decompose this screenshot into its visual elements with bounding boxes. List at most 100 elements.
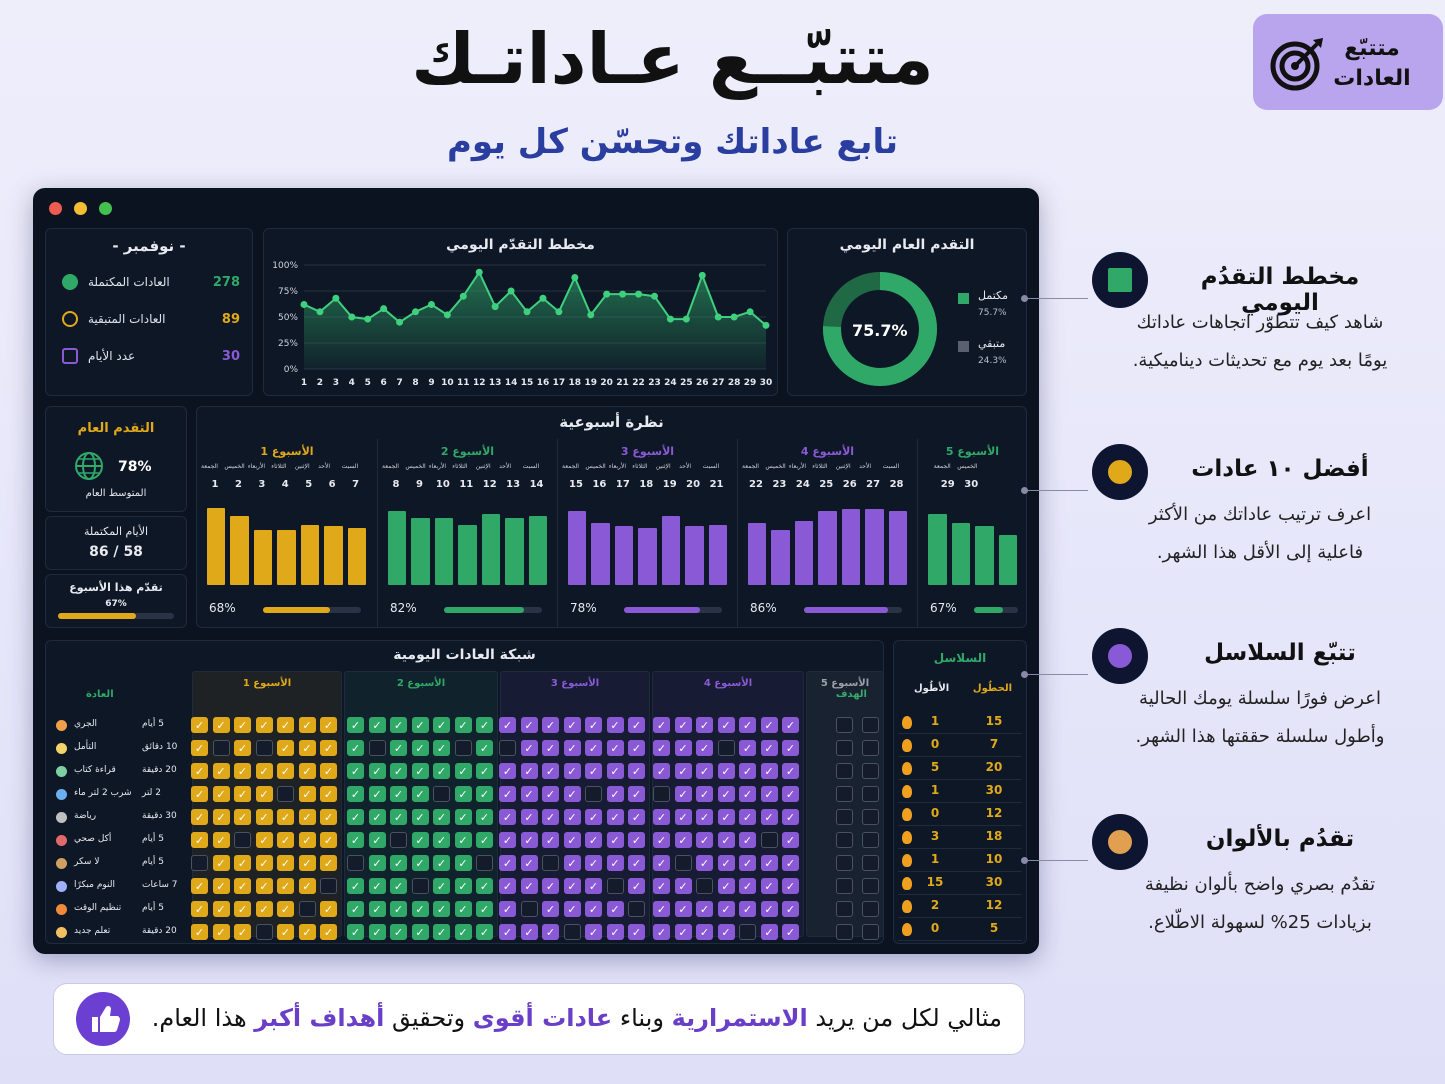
habit-2-day-15-checkbox[interactable]: ✓ xyxy=(628,763,645,779)
habit-7-day-3-checkbox[interactable]: ✓ xyxy=(277,878,294,894)
habit-5-day-27-checkbox[interactable]: ✓ xyxy=(674,832,692,848)
habit-7-day-11-checkbox[interactable] xyxy=(411,878,429,894)
habit-1-day-30-checkbox[interactable] xyxy=(836,740,853,756)
habit-2-day-24-checkbox[interactable]: ✓ xyxy=(739,763,756,779)
habit-7-day-5-checkbox[interactable]: ✓ xyxy=(234,878,251,894)
habit-1-day-26-checkbox[interactable]: ✓ xyxy=(696,740,713,756)
habit-1-day-22-checkbox[interactable]: ✓ xyxy=(782,740,799,756)
habit-1-day-21-checkbox[interactable] xyxy=(499,740,516,756)
habit-6-day-28-checkbox[interactable]: ✓ xyxy=(653,855,670,871)
habit-2-day-3-checkbox[interactable]: ✓ xyxy=(277,763,294,779)
habit-0-day-1-checkbox[interactable]: ✓ xyxy=(320,717,337,733)
habit-5-day-19-checkbox[interactable]: ✓ xyxy=(542,832,559,848)
habit-5-day-1-checkbox[interactable]: ✓ xyxy=(320,832,337,848)
habit-0-day-27-checkbox[interactable]: ✓ xyxy=(674,717,692,733)
habit-7-day-23-checkbox[interactable]: ✓ xyxy=(760,878,778,894)
habit-6-day-27-checkbox[interactable] xyxy=(674,855,692,871)
habit-5-day-12-checkbox[interactable] xyxy=(390,832,407,848)
habit-1-day-16-checkbox[interactable]: ✓ xyxy=(606,740,624,756)
habit-9-day-8-checkbox[interactable]: ✓ xyxy=(476,924,493,940)
habit-1-day-8-checkbox[interactable]: ✓ xyxy=(476,740,493,756)
habit-3-day-13-checkbox[interactable]: ✓ xyxy=(368,786,386,802)
habit-3-day-27-checkbox[interactable]: ✓ xyxy=(674,786,692,802)
habit-4-day-15-checkbox[interactable]: ✓ xyxy=(628,809,645,825)
habit-0-day-11-checkbox[interactable]: ✓ xyxy=(411,717,429,733)
habit-3-day-15-checkbox[interactable]: ✓ xyxy=(628,786,645,802)
habit-0-day-8-checkbox[interactable]: ✓ xyxy=(476,717,493,733)
habit-4-day-20-checkbox[interactable]: ✓ xyxy=(520,809,538,825)
habit-5-day-13-checkbox[interactable]: ✓ xyxy=(368,832,386,848)
habit-3-day-21-checkbox[interactable]: ✓ xyxy=(499,786,516,802)
habit-8-day-7-checkbox[interactable]: ✓ xyxy=(191,901,208,917)
habit-9-day-19-checkbox[interactable]: ✓ xyxy=(542,924,559,940)
habit-0-day-22-checkbox[interactable]: ✓ xyxy=(782,717,799,733)
habit-1-day-25-checkbox[interactable] xyxy=(717,740,735,756)
habit-7-day-27-checkbox[interactable]: ✓ xyxy=(674,878,692,894)
habit-8-day-6-checkbox[interactable]: ✓ xyxy=(212,901,230,917)
habit-1-day-18-checkbox[interactable]: ✓ xyxy=(563,740,581,756)
habit-7-day-13-checkbox[interactable]: ✓ xyxy=(368,878,386,894)
habit-3-day-11-checkbox[interactable]: ✓ xyxy=(411,786,429,802)
habit-1-day-24-checkbox[interactable]: ✓ xyxy=(739,740,756,756)
habit-7-day-20-checkbox[interactable]: ✓ xyxy=(520,878,538,894)
habit-7-day-21-checkbox[interactable]: ✓ xyxy=(499,878,516,894)
habit-5-day-5-checkbox[interactable] xyxy=(234,832,251,848)
habit-5-day-26-checkbox[interactable]: ✓ xyxy=(696,832,713,848)
habit-8-day-26-checkbox[interactable]: ✓ xyxy=(696,901,713,917)
habit-7-day-29-checkbox[interactable] xyxy=(862,878,879,894)
habit-1-day-2-checkbox[interactable]: ✓ xyxy=(298,740,316,756)
habit-3-day-2-checkbox[interactable]: ✓ xyxy=(298,786,316,802)
habit-9-day-5-checkbox[interactable]: ✓ xyxy=(234,924,251,940)
habit-4-day-7-checkbox[interactable]: ✓ xyxy=(191,809,208,825)
habit-4-day-18-checkbox[interactable]: ✓ xyxy=(563,809,581,825)
habit-9-day-23-checkbox[interactable]: ✓ xyxy=(760,924,778,940)
habit-3-day-22-checkbox[interactable]: ✓ xyxy=(782,786,799,802)
habit-9-day-10-checkbox[interactable]: ✓ xyxy=(433,924,450,940)
habit-5-day-20-checkbox[interactable]: ✓ xyxy=(520,832,538,848)
habit-1-day-9-checkbox[interactable] xyxy=(454,740,472,756)
habit-9-day-24-checkbox[interactable] xyxy=(739,924,756,940)
habit-9-day-30-checkbox[interactable] xyxy=(836,924,853,940)
habit-9-day-27-checkbox[interactable]: ✓ xyxy=(674,924,692,940)
habit-5-day-8-checkbox[interactable]: ✓ xyxy=(476,832,493,848)
habit-9-day-4-checkbox[interactable] xyxy=(255,924,273,940)
habit-4-day-27-checkbox[interactable]: ✓ xyxy=(674,809,692,825)
habit-2-day-29-checkbox[interactable] xyxy=(862,763,879,779)
habit-2-day-5-checkbox[interactable]: ✓ xyxy=(234,763,251,779)
habit-6-day-9-checkbox[interactable]: ✓ xyxy=(454,855,472,871)
habit-3-day-23-checkbox[interactable]: ✓ xyxy=(760,786,778,802)
habit-9-day-21-checkbox[interactable]: ✓ xyxy=(499,924,516,940)
habit-7-day-1-checkbox[interactable] xyxy=(320,878,337,894)
habit-5-day-14-checkbox[interactable]: ✓ xyxy=(347,832,364,848)
habit-9-day-15-checkbox[interactable]: ✓ xyxy=(628,924,645,940)
habit-7-day-17-checkbox[interactable]: ✓ xyxy=(585,878,602,894)
habit-5-day-23-checkbox[interactable] xyxy=(760,832,778,848)
habit-8-day-14-checkbox[interactable]: ✓ xyxy=(347,901,364,917)
habit-8-day-25-checkbox[interactable]: ✓ xyxy=(717,901,735,917)
habit-7-day-18-checkbox[interactable]: ✓ xyxy=(563,878,581,894)
habit-2-day-12-checkbox[interactable]: ✓ xyxy=(390,763,407,779)
habit-3-day-29-checkbox[interactable] xyxy=(862,786,879,802)
habit-7-day-22-checkbox[interactable]: ✓ xyxy=(782,878,799,894)
habit-1-day-4-checkbox[interactable] xyxy=(255,740,273,756)
habit-6-day-19-checkbox[interactable] xyxy=(542,855,559,871)
habit-4-day-19-checkbox[interactable]: ✓ xyxy=(542,809,559,825)
habit-7-day-7-checkbox[interactable]: ✓ xyxy=(191,878,208,894)
habit-2-day-14-checkbox[interactable]: ✓ xyxy=(347,763,364,779)
habit-8-day-28-checkbox[interactable]: ✓ xyxy=(653,901,670,917)
habit-9-day-14-checkbox[interactable]: ✓ xyxy=(347,924,364,940)
habit-6-day-17-checkbox[interactable]: ✓ xyxy=(585,855,602,871)
habit-0-day-3-checkbox[interactable]: ✓ xyxy=(277,717,294,733)
habit-0-day-9-checkbox[interactable]: ✓ xyxy=(454,717,472,733)
habit-5-day-2-checkbox[interactable]: ✓ xyxy=(298,832,316,848)
habit-0-day-21-checkbox[interactable]: ✓ xyxy=(499,717,516,733)
habit-7-day-6-checkbox[interactable]: ✓ xyxy=(212,878,230,894)
habit-4-day-23-checkbox[interactable]: ✓ xyxy=(760,809,778,825)
habit-1-day-1-checkbox[interactable]: ✓ xyxy=(320,740,337,756)
habit-3-day-4-checkbox[interactable]: ✓ xyxy=(255,786,273,802)
habit-7-day-2-checkbox[interactable]: ✓ xyxy=(298,878,316,894)
habit-1-day-28-checkbox[interactable]: ✓ xyxy=(653,740,670,756)
habit-3-day-20-checkbox[interactable]: ✓ xyxy=(520,786,538,802)
habit-1-day-29-checkbox[interactable] xyxy=(862,740,879,756)
habit-2-day-28-checkbox[interactable]: ✓ xyxy=(653,763,670,779)
